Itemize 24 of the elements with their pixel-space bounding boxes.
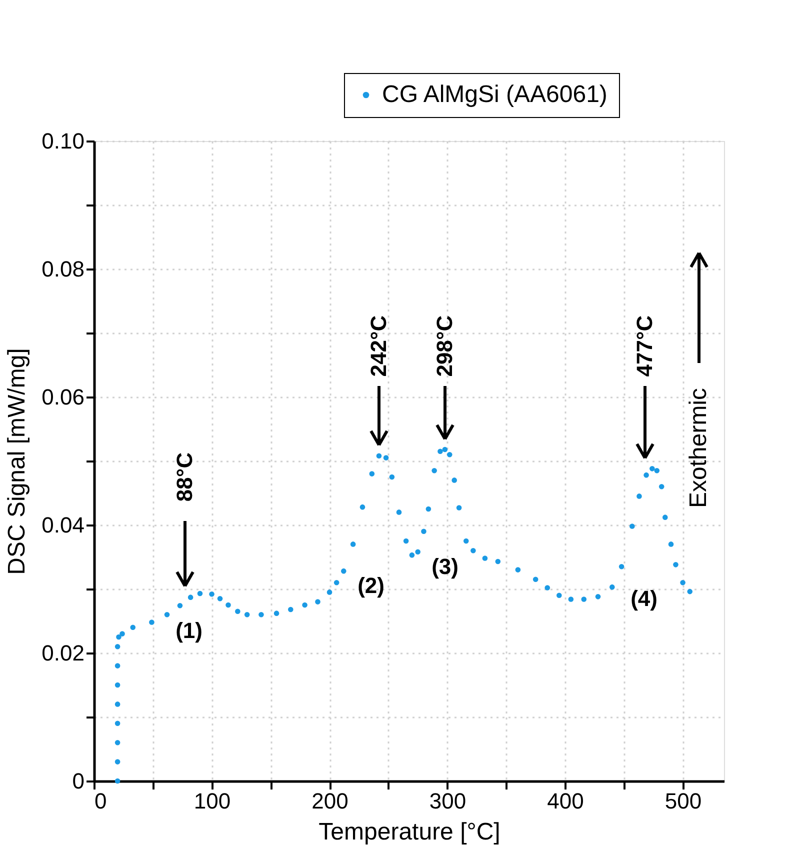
y-axis-title: DSC Signal [mW/mg] bbox=[4, 348, 31, 575]
annotation: (3) bbox=[432, 554, 458, 579]
annotation: 477°C bbox=[632, 315, 657, 377]
x-tick-label: 0 bbox=[94, 788, 107, 814]
x-tick-label: 500 bbox=[664, 788, 702, 814]
y-tick-label: 0.06 bbox=[42, 384, 84, 410]
x-tick-label: 300 bbox=[429, 788, 466, 814]
y-tick-label: 0.04 bbox=[42, 512, 84, 538]
annotation: (2) bbox=[358, 573, 384, 598]
annotation: (4) bbox=[630, 586, 658, 611]
x-axis-title: Temperature [°C] bbox=[318, 818, 500, 846]
y-tick-label: 0.10 bbox=[42, 128, 84, 154]
x-tick-label: 400 bbox=[547, 788, 584, 814]
y-tick-label: 0 bbox=[72, 768, 84, 794]
annotation: 298°C bbox=[432, 315, 457, 377]
annotation: (1) bbox=[176, 618, 202, 643]
x-tick-label: 200 bbox=[312, 788, 348, 814]
y-tick-label: 0.02 bbox=[42, 640, 84, 666]
annotation: 242°C bbox=[366, 315, 391, 377]
x-tick-label: 100 bbox=[194, 788, 231, 814]
legend-label: CG AlMgSi (AA6061) bbox=[382, 81, 608, 108]
annotation: Exothermic bbox=[685, 388, 712, 508]
y-tick-label: 0.08 bbox=[42, 256, 84, 282]
annotation: 88°C bbox=[172, 452, 197, 502]
